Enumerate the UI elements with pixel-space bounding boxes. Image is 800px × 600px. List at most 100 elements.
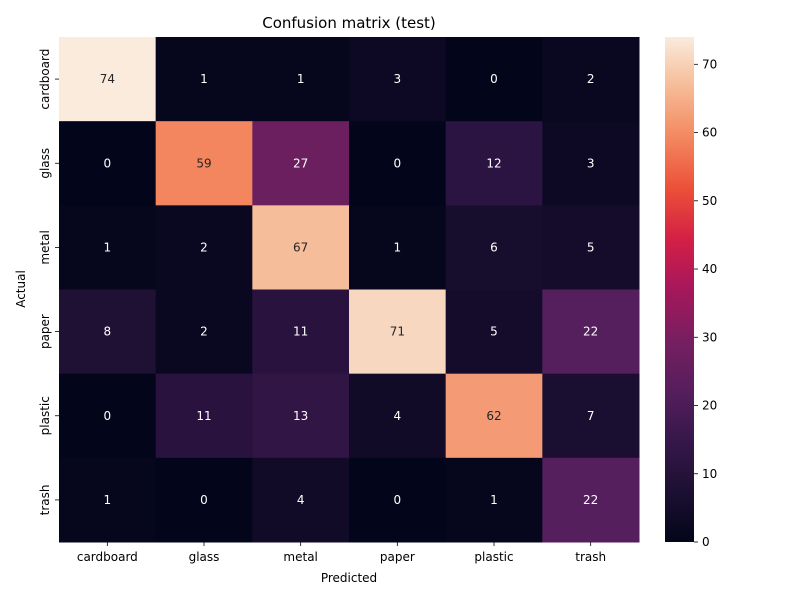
y-tick-label: cardboard xyxy=(38,49,52,110)
heatmap-cell xyxy=(445,205,543,290)
heatmap-cell xyxy=(542,373,640,459)
heatmap-cell xyxy=(59,373,157,459)
cell-value-label: 3 xyxy=(587,156,595,170)
heatmap-cell xyxy=(252,289,350,375)
x-axis-ticks: cardboard glass metal paper plastic trash xyxy=(77,542,606,564)
cell-value-label: 12 xyxy=(486,156,501,170)
heatmap-cell xyxy=(445,121,543,206)
cell-value-label: 4 xyxy=(394,409,402,423)
cell-value-label: 5 xyxy=(587,240,595,254)
x-tick-label: paper xyxy=(380,550,415,564)
cell-value-label: 2 xyxy=(200,325,208,339)
cell-value-label: 0 xyxy=(200,493,208,507)
x-tick-label: glass xyxy=(189,550,220,564)
heatmap-cell xyxy=(349,121,447,206)
cell-value-label: 22 xyxy=(583,493,598,507)
heatmap-cell xyxy=(542,457,640,543)
heatmap-cell xyxy=(59,121,157,206)
colorbar-tick-label: 40 xyxy=(702,262,717,276)
cell-value-label: 1 xyxy=(490,493,498,507)
cell-value-label: 74 xyxy=(100,72,115,86)
y-axis-ticks: cardboard glass metal paper plastic trash xyxy=(38,49,59,515)
cell-value-label: 13 xyxy=(293,409,308,423)
cell-value-label: 5 xyxy=(490,325,498,339)
cell-value-label: 67 xyxy=(293,240,308,254)
y-tick-label: metal xyxy=(38,230,52,264)
colorbar: 0 10 20 30 40 50 60 70 xyxy=(665,37,717,549)
cell-value-label: 1 xyxy=(104,493,112,507)
heatmap-cell xyxy=(542,37,640,122)
heatmap-cell xyxy=(349,289,447,375)
heatmap-cell xyxy=(252,373,350,459)
colorbar-tick-label: 60 xyxy=(702,126,717,140)
heatmap-cell xyxy=(349,373,447,459)
heatmap-cell xyxy=(349,457,447,543)
cell-value-label: 62 xyxy=(486,409,501,423)
colorbar-tick-label: 70 xyxy=(702,57,717,71)
cell-value-label: 71 xyxy=(390,325,405,339)
chart-title: Confusion matrix (test) xyxy=(262,14,436,32)
heatmap-cell xyxy=(542,121,640,206)
x-tick-label: trash xyxy=(575,550,606,564)
heatmap-cell xyxy=(59,37,157,122)
colorbar-tick-label: 20 xyxy=(702,399,717,413)
cell-value-label: 1 xyxy=(297,72,305,86)
heatmap-cell xyxy=(252,457,350,543)
cell-value-label: 11 xyxy=(196,409,211,423)
heatmap-cell xyxy=(349,205,447,290)
cell-value-label: 6 xyxy=(490,240,498,254)
y-axis-label: Actual xyxy=(14,270,28,308)
cell-value-label: 8 xyxy=(104,325,112,339)
cell-value-label: 0 xyxy=(394,156,402,170)
y-tick-label: plastic xyxy=(38,396,52,435)
colorbar-tick-label: 50 xyxy=(702,194,717,208)
colorbar-tick-label: 30 xyxy=(702,330,717,344)
heatmap-cell xyxy=(445,373,543,459)
heatmap-cell xyxy=(349,37,447,122)
x-tick-label: plastic xyxy=(474,550,513,564)
cell-value-label: 1 xyxy=(394,240,402,254)
cell-value-label: 1 xyxy=(104,240,112,254)
heatmap-cell xyxy=(542,205,640,290)
cell-value-label: 27 xyxy=(293,156,308,170)
cell-value-label: 11 xyxy=(293,325,308,339)
heatmap-cell xyxy=(59,205,157,290)
y-tick-label: trash xyxy=(38,484,52,515)
heatmap-cell xyxy=(155,457,253,543)
heatmap-cell xyxy=(155,37,253,122)
cell-value-label: 59 xyxy=(196,156,211,170)
colorbar-tick-label: 10 xyxy=(702,467,717,481)
cell-value-label: 22 xyxy=(583,325,598,339)
cell-value-label: 0 xyxy=(104,156,112,170)
heatmap-cell xyxy=(155,289,253,375)
cell-value-label: 0 xyxy=(104,409,112,423)
y-tick-label: paper xyxy=(38,314,52,349)
heatmap-cell xyxy=(155,205,253,290)
x-axis-label: Predicted xyxy=(321,571,377,585)
heatmap-cell xyxy=(542,289,640,375)
cell-value-label: 7 xyxy=(587,409,595,423)
heatmap-cell xyxy=(155,373,253,459)
cell-value-label: 2 xyxy=(200,240,208,254)
heatmap-cell xyxy=(252,121,350,206)
cell-value-label: 4 xyxy=(297,493,305,507)
y-tick-label: glass xyxy=(38,148,52,179)
cell-value-label: 0 xyxy=(490,72,498,86)
colorbar-tick-label: 0 xyxy=(702,535,710,549)
x-tick-label: cardboard xyxy=(77,550,138,564)
heatmap-cell xyxy=(59,289,157,375)
cell-value-label: 1 xyxy=(200,72,208,86)
heatmap-cells: 74 1 1 3 0 20 59 27 0 12 31 2 67 1 6 58 2 11 71 5 220 11 13 4 62… xyxy=(59,37,640,543)
cell-value-label: 3 xyxy=(394,72,402,86)
heatmap-cell xyxy=(252,205,350,290)
heatmap-cell xyxy=(445,289,543,375)
x-tick-label: metal xyxy=(283,550,317,564)
heatmap-cell xyxy=(155,121,253,206)
cell-value-label: 0 xyxy=(394,493,402,507)
heatmap-cell xyxy=(445,457,543,543)
cell-value-label: 2 xyxy=(587,72,595,86)
heatmap-cell xyxy=(59,457,157,543)
heatmap-cell xyxy=(252,37,350,122)
colorbar-gradient xyxy=(665,37,694,542)
